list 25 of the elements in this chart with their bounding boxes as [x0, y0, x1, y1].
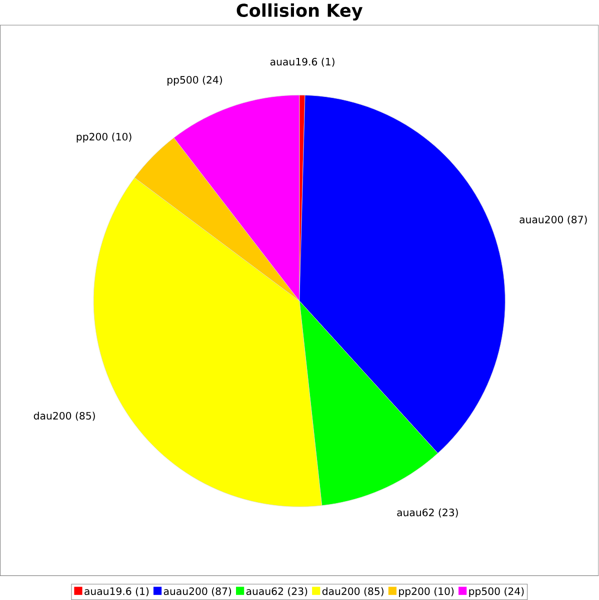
legend-label: auau200	[164, 587, 208, 596]
legend-label: auau19.6	[84, 587, 132, 596]
chart-title: Collision Key	[236, 3, 363, 21]
text: (23)	[288, 587, 308, 596]
slice-label: auau62	[397, 508, 434, 516]
text: (24)	[504, 587, 524, 596]
data-label: (24)	[203, 76, 222, 85]
legend-label: auau62	[246, 587, 284, 596]
legend-label: dau200	[322, 587, 360, 596]
slice-label: dau200	[34, 412, 72, 420]
text: (85)	[364, 587, 384, 596]
data-label: (1)	[322, 58, 335, 67]
text: (1)	[136, 587, 149, 596]
slice-label: pp500	[168, 76, 198, 86]
text: (87)	[212, 587, 232, 596]
data-label: (10)	[112, 132, 132, 142]
legend-label: pp200	[399, 587, 430, 598]
data-label: (23)	[438, 508, 458, 518]
slice-label: auau19.6	[270, 58, 318, 66]
legend-label: pp500	[469, 587, 500, 598]
data-label: (85)	[76, 412, 96, 421]
slice-label: pp200	[76, 132, 108, 142]
text: (10)	[434, 587, 454, 596]
data-label: (87)	[568, 216, 587, 225]
slice-label: auau200	[520, 216, 564, 224]
